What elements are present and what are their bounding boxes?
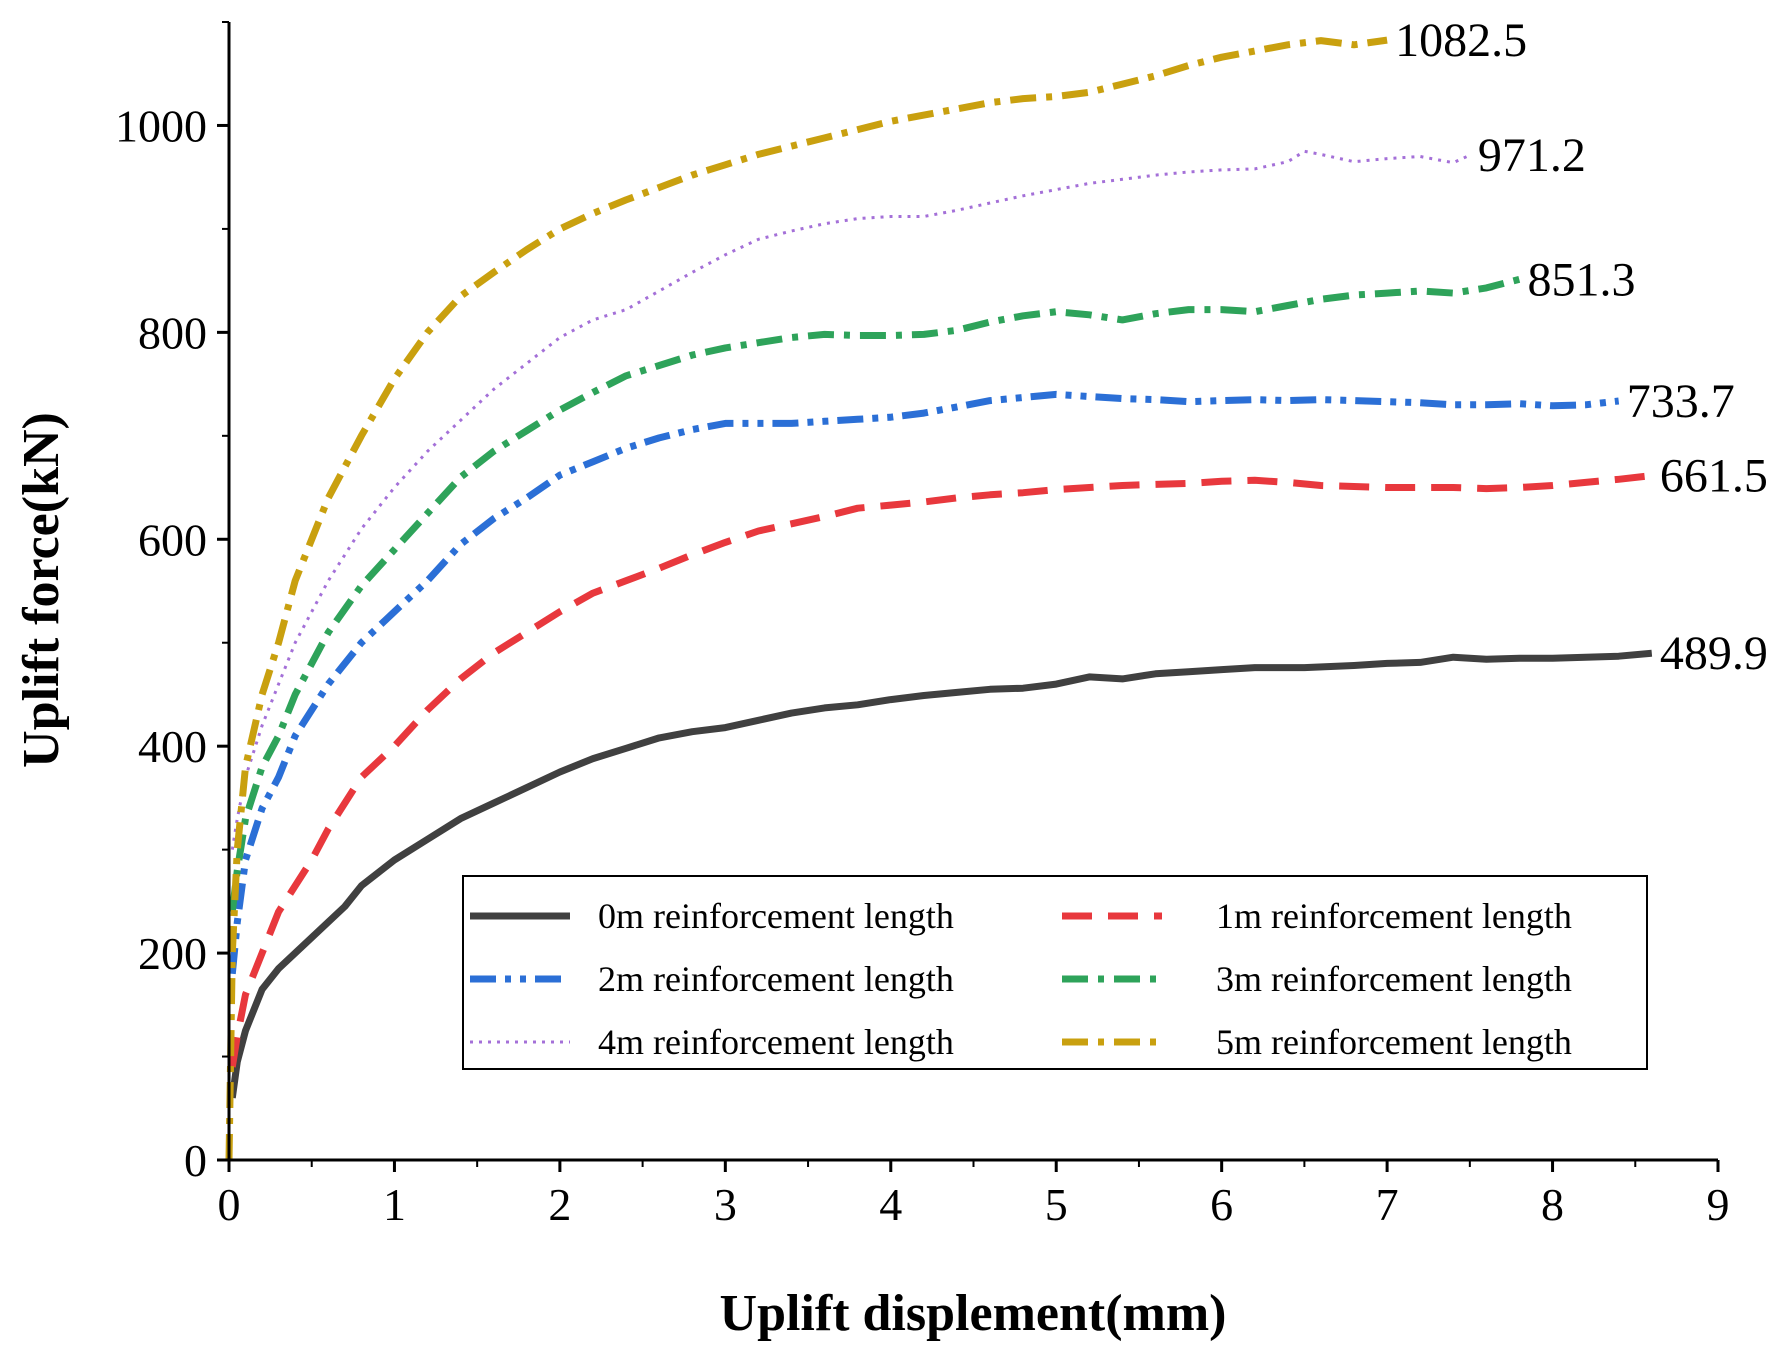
y-axis-title: Uplift force(kN)	[13, 412, 70, 768]
series-line-1	[228, 472, 1653, 1068]
y-tick-label: 200	[138, 928, 207, 979]
x-tick-label: 3	[714, 1179, 737, 1230]
series-layer	[225, 36, 1653, 1161]
y-tick-label: 600	[138, 514, 207, 565]
x-axis-title: Uplift displement(mm)	[720, 1285, 1227, 1342]
ticks-layer: 0 1 2 3 4 5 6 7 8 9 0 200 400 600 800 1000	[115, 21, 1730, 1230]
y-tick-label: 0	[184, 1135, 207, 1186]
series-line-3	[228, 275, 1521, 913]
x-tick-label: 9	[1707, 1179, 1730, 1230]
end-label-3: 851.3	[1527, 253, 1635, 306]
legend-items: 0m reinforcement length 1m reinforcement …	[470, 896, 1572, 1062]
end-label-5: 1082.5	[1395, 14, 1527, 67]
series-line-5	[225, 36, 1388, 1161]
x-tick-label: 4	[879, 1179, 902, 1230]
end-label-4: 971.2	[1478, 129, 1586, 182]
x-tick-label: 7	[1376, 1179, 1399, 1230]
legend-label-1: 1m reinforcement length	[1216, 896, 1572, 936]
series-line-0	[228, 649, 1653, 1099]
end-labels: 489.9 661.5 733.7 851.3 971.2 1082.5	[1395, 14, 1768, 680]
legend-label-3: 3m reinforcement length	[1216, 959, 1572, 999]
y-tick-label: 1000	[115, 100, 207, 151]
legend-label-4: 4m reinforcement length	[598, 1022, 954, 1062]
x-tick-label: 1	[383, 1179, 406, 1230]
legend-label-0: 0m reinforcement length	[598, 896, 954, 936]
end-label-1: 661.5	[1660, 450, 1768, 503]
legend: 0m reinforcement length 1m reinforcement …	[462, 875, 1648, 1070]
x-tick-label: 8	[1541, 1179, 1564, 1230]
series-line-2	[228, 390, 1620, 975]
legend-label-5: 5m reinforcement length	[1216, 1022, 1572, 1062]
x-tick-label: 5	[1045, 1179, 1068, 1230]
x-tick-label: 2	[548, 1179, 571, 1230]
x-tick-label: 0	[218, 1179, 241, 1230]
legend-label-2: 2m reinforcement length	[598, 959, 954, 999]
y-tick-label: 800	[138, 307, 207, 358]
legend-box	[462, 875, 1648, 1070]
end-label-2: 733.7	[1627, 375, 1735, 428]
end-label-0: 489.9	[1660, 627, 1768, 680]
x-tick-label: 6	[1210, 1179, 1233, 1230]
y-tick-label: 400	[138, 721, 207, 772]
